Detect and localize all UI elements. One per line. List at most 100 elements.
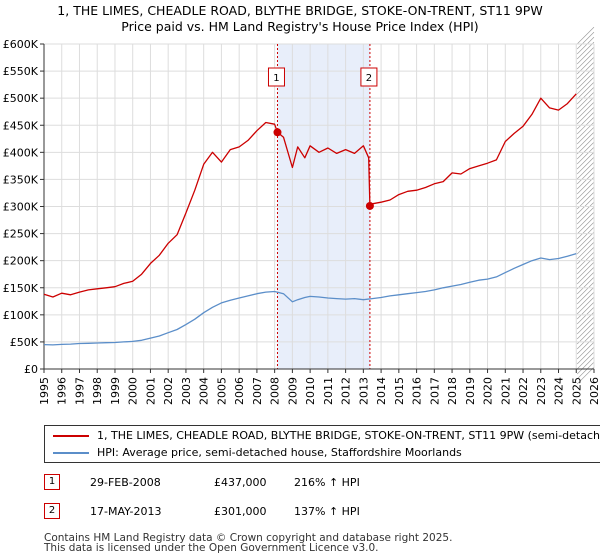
forecast-hatch-line: [576, 166, 595, 185]
forecast-hatch-line: [576, 156, 595, 175]
forecast-hatch-line: [576, 76, 595, 95]
x-tick-label: 1995: [38, 377, 51, 405]
x-tick-label: 2022: [517, 377, 530, 405]
forecast-hatch-line: [576, 246, 595, 265]
y-tick-label: £300K: [3, 201, 39, 214]
x-tick-label: 2010: [304, 377, 317, 405]
sale-point: [365, 201, 374, 210]
forecast-hatch-line: [576, 201, 595, 220]
forecast-hatch-line: [576, 206, 595, 225]
chart-subtitle: Price paid vs. HM Land Registry's House …: [121, 19, 479, 34]
forecast-hatch-line: [576, 221, 595, 240]
x-tick-label: 2000: [127, 377, 140, 405]
forecast-hatch-line: [576, 141, 595, 160]
x-tick-label: 2008: [269, 377, 282, 405]
forecast-hatch-line: [576, 196, 595, 215]
x-tick-label: 2006: [233, 377, 246, 405]
legend-swatch-property: [53, 435, 89, 437]
x-tick-label: 2015: [393, 377, 406, 405]
transaction-price: £301,000: [214, 505, 267, 518]
forecast-hatch-line: [576, 241, 595, 260]
forecast-hatch-line: [576, 326, 595, 345]
forecast-hatch-line: [576, 271, 595, 290]
transaction-date: 29-FEB-2008: [90, 476, 161, 489]
property-price-line: [43, 93, 577, 298]
forecast-hatch-line: [576, 111, 595, 130]
forecast-hatch-line: [576, 26, 595, 45]
x-tick-label: 2024: [553, 377, 566, 405]
legend-label-property: 1, THE LIMES, CHEADLE ROAD, BLYTHE BRIDG…: [97, 429, 600, 442]
forecast-hatch-line: [576, 66, 595, 85]
x-tick-label: 2011: [322, 377, 335, 405]
forecast-hatch-line: [576, 146, 595, 165]
forecast-hatch-line: [576, 361, 595, 380]
forecast-hatch-line: [576, 291, 595, 310]
sale-label: 2: [366, 73, 372, 84]
footer-licence: This data is licensed under the Open Gov…: [44, 542, 379, 554]
x-tick-label: 1999: [109, 377, 122, 405]
x-tick-label: 2021: [499, 377, 512, 405]
forecast-hatch-line: [576, 296, 595, 315]
forecast-hatch-line: [576, 336, 595, 355]
x-tick-label: 2016: [411, 377, 424, 405]
y-tick-label: £200K: [3, 255, 39, 268]
forecast-hatch-line: [576, 106, 595, 125]
forecast-hatch-line: [576, 236, 595, 255]
x-tick-label: 1996: [56, 377, 69, 405]
forecast-hatch-line: [576, 41, 595, 60]
x-tick-label: 2007: [251, 377, 264, 405]
forecast-hatch-line: [576, 331, 595, 350]
x-tick-label: 2026: [588, 377, 600, 405]
x-tick-label: 2018: [446, 377, 459, 405]
forecast-hatch-line: [576, 46, 595, 65]
y-tick-label: £0: [24, 363, 38, 376]
x-tick-label: 2012: [340, 377, 353, 405]
forecast-hatch-line: [576, 71, 595, 90]
forecast-hatch-line: [576, 306, 595, 325]
forecast-hatch-line: [576, 341, 595, 360]
x-tick-label: 2004: [198, 377, 211, 405]
forecast-hatch-line: [576, 301, 595, 320]
forecast-hatch-line: [576, 181, 595, 200]
y-tick-label: £100K: [3, 309, 39, 322]
forecast-hatch-line: [576, 356, 595, 375]
forecast-hatch-line: [576, 51, 595, 70]
forecast-hatch-line: [576, 256, 595, 275]
forecast-hatch-line: [576, 61, 595, 80]
footer: Contains HM Land Registry data © Crown c…: [44, 533, 452, 554]
x-tick-label: 2020: [482, 377, 495, 405]
x-tick-label: 2023: [535, 377, 548, 405]
x-tick-label: 2013: [357, 377, 370, 405]
y-tick-label: £250K: [3, 228, 39, 241]
y-tick-label: £450K: [3, 119, 39, 132]
x-tick-label: 2005: [215, 377, 228, 405]
hpi-line: [43, 252, 577, 346]
x-tick-label: 1998: [91, 377, 104, 405]
x-tick-label: 2019: [464, 377, 477, 405]
forecast-hatch-line: [576, 151, 595, 170]
forecast-hatch-line: [576, 216, 595, 235]
y-tick-label: £500K: [3, 92, 39, 105]
forecast-hatch-line: [576, 31, 595, 50]
chart-title: 1, THE LIMES, CHEADLE ROAD, BLYTHE BRIDG…: [57, 3, 543, 18]
legend: 1, THE LIMES, CHEADLE ROAD, BLYTHE BRIDG…: [44, 425, 600, 463]
forecast-hatch-line: [576, 366, 595, 385]
forecast-hatch-line: [576, 186, 595, 205]
y-tick-label: £550K: [3, 65, 39, 78]
sale-point: [273, 128, 282, 137]
x-tick-label: 2003: [180, 377, 193, 405]
legend-swatch-hpi: [53, 452, 89, 454]
forecast-hatch-line: [576, 261, 595, 280]
forecast-hatch-line: [576, 136, 595, 155]
legend-label-hpi: HPI: Average price, semi-detached house,…: [97, 446, 462, 459]
forecast-hatch-line: [576, 171, 595, 190]
x-tick-label: 2017: [428, 377, 441, 405]
forecast-hatch-line: [576, 316, 595, 335]
forecast-hatch-line: [576, 266, 595, 285]
forecast-hatch-line: [576, 321, 595, 340]
x-tick-label: 2009: [286, 377, 299, 405]
y-tick-label: £400K: [3, 146, 39, 159]
transaction-marker-1: 1: [44, 474, 60, 490]
forecast-hatch-line: [576, 281, 595, 300]
y-tick-label: £350K: [3, 173, 39, 186]
